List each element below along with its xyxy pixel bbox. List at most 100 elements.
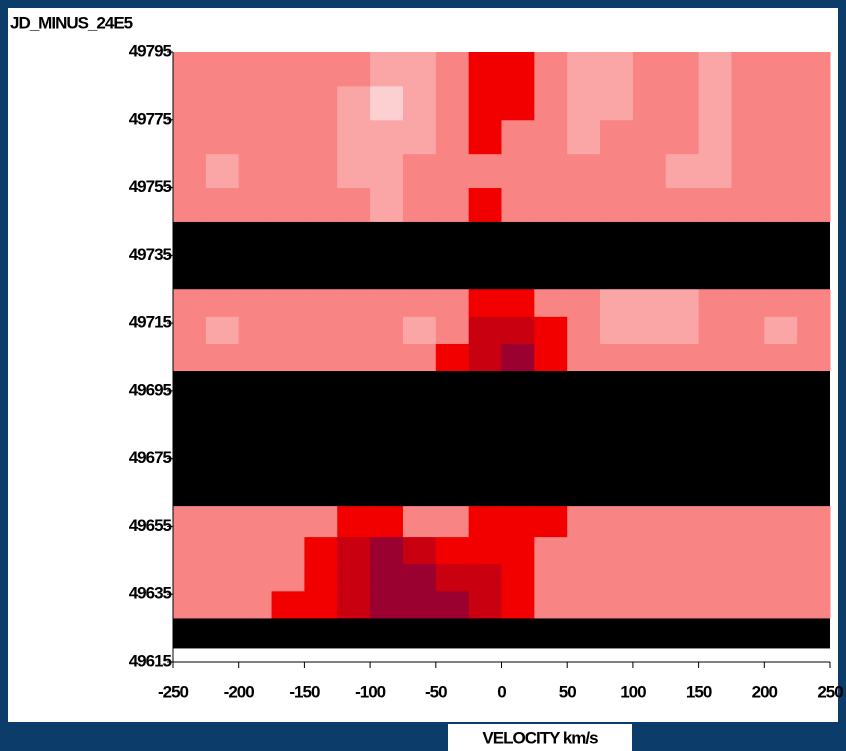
heat-cell (435, 153, 470, 189)
heat-cell (402, 289, 437, 317)
heat-cell (205, 153, 240, 189)
x-tick-label: 250 (817, 682, 843, 701)
heat-cell (665, 590, 700, 619)
heat-cell (271, 52, 305, 87)
heat-cell (665, 119, 700, 155)
heat-cell (435, 343, 470, 372)
heat-cell (271, 506, 305, 538)
heat-cell (501, 506, 535, 538)
heat-cell (173, 563, 207, 592)
heat-cell (468, 85, 502, 121)
heat-cell (370, 506, 404, 538)
heat-cell (173, 52, 207, 87)
heat-cell (632, 119, 667, 155)
heat-cell (567, 563, 601, 592)
heat-cell (468, 52, 502, 87)
heat-cell (632, 590, 667, 619)
heat-cell (238, 52, 273, 87)
heat-cell (632, 536, 667, 565)
heat-cell (370, 536, 404, 565)
heat-cell (205, 289, 240, 317)
heat-cell (600, 590, 634, 619)
heat-cell (567, 536, 601, 565)
heat-cell (238, 563, 273, 592)
heat-cell (304, 85, 338, 121)
heat-cell (370, 187, 404, 222)
heat-cell (304, 289, 338, 317)
heat-cell (665, 316, 700, 344)
y-tick-label: 49735 (129, 245, 172, 264)
heat-cell (731, 52, 765, 87)
heat-cell (698, 52, 732, 87)
heat-cell (797, 506, 831, 538)
heat-cell (600, 153, 634, 189)
y-tick-label: 49655 (129, 516, 172, 535)
heat-cell (665, 85, 700, 121)
heat-cell (435, 85, 470, 121)
heat-cell (698, 563, 732, 592)
heat-cell (501, 563, 535, 592)
heat-cell (632, 343, 667, 372)
heat-cell (238, 289, 273, 317)
heat-cell (600, 187, 634, 222)
heat-cell (501, 343, 535, 372)
heat-cell (304, 153, 338, 189)
heat-cell (534, 343, 568, 372)
heat-cell (797, 187, 831, 222)
heat-cell (468, 563, 502, 592)
heat-cell (567, 52, 601, 87)
heat-cell (337, 85, 371, 121)
heat-cell (501, 536, 535, 565)
heat-cell (468, 506, 502, 538)
heat-cell (698, 536, 732, 565)
heat-cell (304, 119, 338, 155)
heat-cell (238, 536, 273, 565)
heat-cell (567, 153, 601, 189)
heat-cell (600, 563, 634, 592)
heat-cell (731, 187, 765, 222)
heat-cell (600, 316, 634, 344)
heat-cell (797, 153, 831, 189)
heat-cell (731, 316, 765, 344)
heat-cell (271, 316, 305, 344)
heat-cell (205, 119, 240, 155)
heat-cell (402, 153, 437, 189)
heat-cell (173, 590, 207, 619)
heat-cell (205, 563, 240, 592)
heat-cell (337, 563, 371, 592)
heat-cell (337, 153, 371, 189)
heat-cell (271, 85, 305, 121)
heat-cell (632, 85, 667, 121)
y-tick-label: 49715 (129, 313, 172, 332)
heat-cell (731, 590, 765, 619)
heat-cell (402, 506, 437, 538)
heat-cell (304, 52, 338, 87)
heat-cell (468, 536, 502, 565)
heat-cell (567, 506, 601, 538)
heat-cell (173, 289, 207, 317)
x-tick-label: 100 (620, 682, 646, 701)
heat-cell (402, 52, 437, 87)
heat-cell (271, 536, 305, 565)
heat-cell (764, 536, 798, 565)
heat-cell (370, 343, 404, 372)
heat-cell (731, 85, 765, 121)
heat-cell (173, 119, 207, 155)
heat-cell (534, 506, 568, 538)
heat-cell (567, 187, 601, 222)
heat-cell (534, 590, 568, 619)
heat-cell (435, 536, 470, 565)
heat-cell (337, 119, 371, 155)
heat-cell (600, 506, 634, 538)
heat-cell (797, 289, 831, 317)
heat-cell (567, 289, 601, 317)
heat-cell (534, 536, 568, 565)
heat-cell (731, 506, 765, 538)
heat-cell (435, 316, 470, 344)
heat-cell (797, 536, 831, 565)
heat-cell (632, 316, 667, 344)
heat-cell (205, 590, 240, 619)
heat-cell (534, 289, 568, 317)
heat-cell (337, 289, 371, 317)
heat-cell (304, 536, 338, 565)
